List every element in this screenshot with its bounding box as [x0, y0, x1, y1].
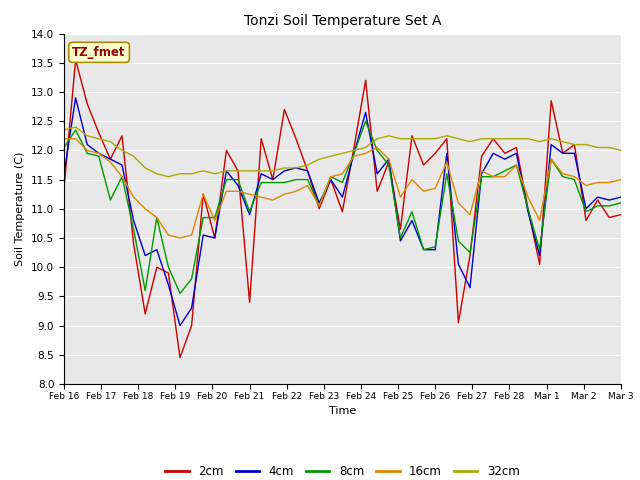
Text: TZ_fmet: TZ_fmet	[72, 46, 126, 59]
X-axis label: Time: Time	[329, 406, 356, 416]
Title: Tonzi Soil Temperature Set A: Tonzi Soil Temperature Set A	[244, 14, 441, 28]
Y-axis label: Soil Temperature (C): Soil Temperature (C)	[15, 152, 26, 266]
Legend: 2cm, 4cm, 8cm, 16cm, 32cm: 2cm, 4cm, 8cm, 16cm, 32cm	[161, 461, 524, 480]
